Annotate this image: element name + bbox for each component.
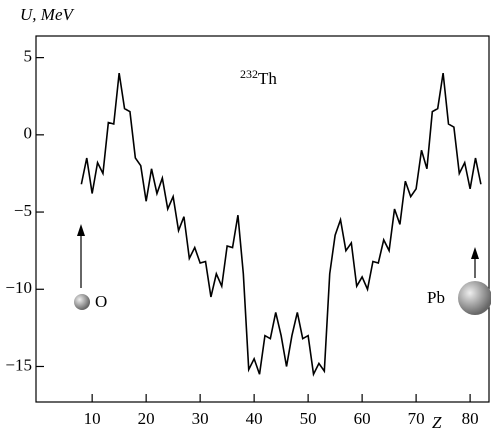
- data-line: [80, 72, 482, 377]
- left-label: O: [95, 292, 107, 311]
- x-tick-label: 50: [300, 409, 317, 428]
- y-tick-label: 0: [24, 124, 33, 143]
- y-tick-label: −5: [14, 201, 32, 220]
- y-tick-label: −15: [5, 355, 32, 374]
- arrow-head: [77, 224, 85, 236]
- arrow-head: [471, 247, 479, 259]
- x-tick-label: 20: [138, 409, 155, 428]
- x-tick-label: 80: [462, 409, 479, 428]
- x-tick-label: 10: [84, 409, 101, 428]
- x-tick-label: 40: [246, 409, 263, 428]
- x-tick-label: 70: [408, 409, 425, 428]
- x-axis-label: Z: [432, 413, 442, 432]
- oxygen-ball: [74, 294, 90, 310]
- y-tick-label: 5: [24, 47, 33, 66]
- x-tick-label: 30: [192, 409, 209, 428]
- plot-frame: [35, 35, 490, 403]
- element-symbol: Th: [258, 69, 277, 88]
- lead-ball: [458, 281, 491, 315]
- y-axis-label: U, MeV: [20, 5, 75, 24]
- x-tick-label: 60: [354, 409, 371, 428]
- annotation: 232Th: [240, 67, 277, 88]
- mass-number: 232: [240, 67, 258, 81]
- y-tick-label: −10: [5, 278, 32, 297]
- right-label: Pb: [427, 288, 445, 307]
